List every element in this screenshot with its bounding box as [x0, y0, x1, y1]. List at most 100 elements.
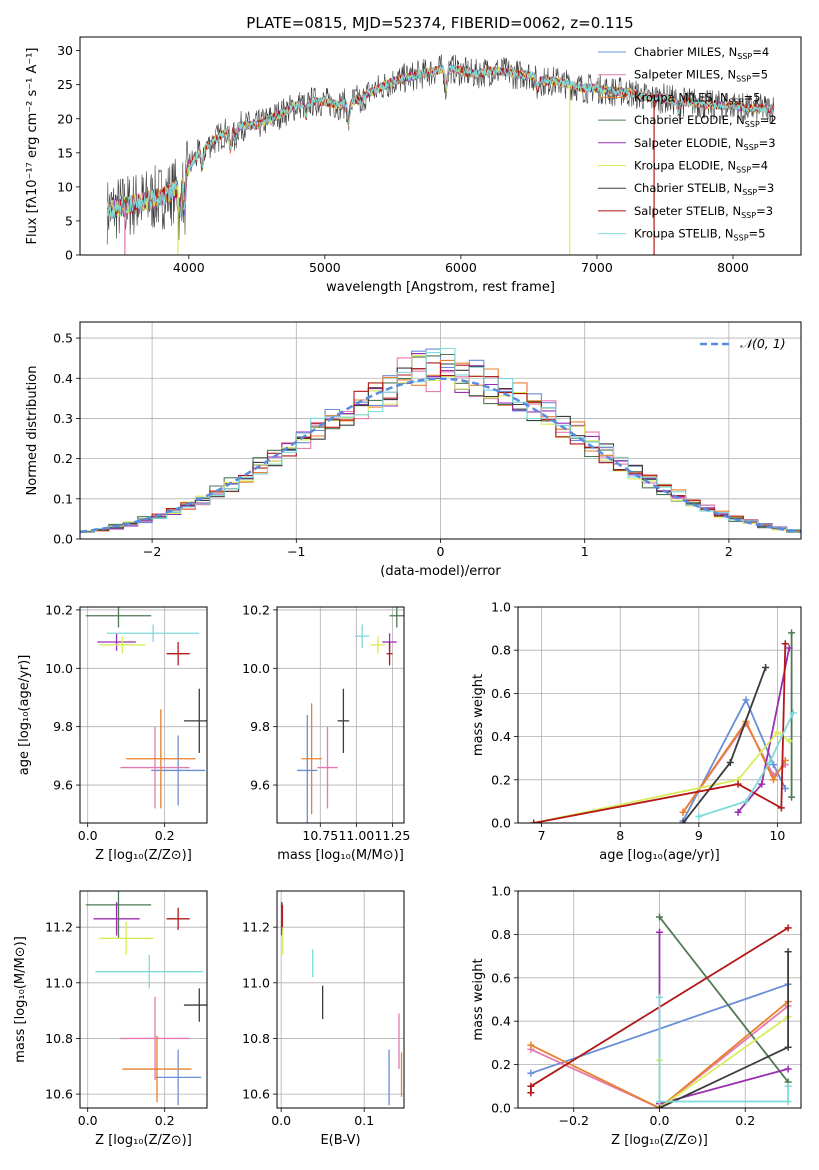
x-tick-label: 0.0 [78, 828, 98, 843]
x-tick-label: 2 [725, 544, 733, 559]
y-tick-label: 9.6 [250, 778, 270, 793]
y-tick-label: 0.2 [53, 451, 73, 466]
residuals-marks [80, 347, 801, 534]
legend-entry: Chabrier MILES, NSSP=4 [634, 45, 769, 61]
y-tick-label: 11.2 [45, 920, 73, 935]
weight-marker [758, 780, 766, 788]
y-tick-label: 11.0 [45, 975, 73, 990]
x-tick-label: 0.0 [271, 1113, 291, 1128]
weight-line [530, 1001, 789, 1108]
x-axis-label: age [log₁₀(age/yr)] [599, 848, 720, 863]
y-tick-label: 15 [57, 145, 73, 160]
legend-entry: Chabrier ELODIE, NSSP=2 [634, 113, 777, 129]
weight-line [658, 997, 789, 1103]
x-tick-label: 0.0 [78, 1113, 98, 1128]
y-tick-label: 0.6 [491, 970, 511, 985]
age-vs-Z-panel: 0.0 0.2 9.6 9.8 10.0 10.2 Z [log₁₀(Z/Z⊙)] age [… [17, 602, 208, 863]
x-tick-label: 5000 [309, 260, 341, 275]
x-tick-label: 8000 [717, 260, 749, 275]
y-tick-label: 10.2 [45, 602, 73, 617]
axes-frame [276, 890, 405, 1109]
y-tick-label: 0.8 [491, 927, 511, 942]
weight-marker [726, 759, 734, 767]
weight-marker [530, 819, 538, 823]
weight-marker [788, 793, 796, 801]
normal-curve [80, 377, 801, 534]
y-tick-label: 9.6 [53, 778, 73, 793]
weight-line [682, 667, 767, 823]
weight-marker [527, 1089, 535, 1097]
weight-line [682, 697, 787, 822]
weight-marker [679, 819, 687, 823]
x-tick-label: 11.00 [338, 828, 374, 843]
legend-entry: Salpeter STELIB, NSSP=3 [634, 204, 773, 220]
spectrum-legend: Chabrier MILES, NSSP=4 Salpeter MILES, NS… [598, 45, 777, 243]
y-tick-label: 20 [57, 111, 73, 126]
y-tick-label: 30 [57, 43, 73, 58]
x-tick-label: 0.2 [155, 828, 175, 843]
y-tick-label: 10.6 [45, 1087, 73, 1102]
y-tick-label: 10.8 [242, 1031, 270, 1046]
weight-marker [742, 696, 750, 704]
mass-vs-ebv-panel: 0.0 0.1 10.6 10.8 11.0 11.2 E(B-V) [242, 890, 405, 1148]
weight-marker [769, 776, 777, 784]
y-tick-label: 5 [65, 213, 73, 228]
legend-entry: Chabrier STELIB, NSSP=3 [634, 181, 774, 197]
weight-marker [656, 928, 663, 936]
y-axis-label: Flux [fλ10⁻¹⁷ erg cm⁻² s⁻¹ A⁻¹] [25, 48, 40, 245]
x-axis-label: E(B-V) [320, 1133, 360, 1148]
y-tick-label: 0.4 [491, 729, 511, 744]
mass-vs-Z-panel: 0.0 0.2 10.6 10.8 11.0 11.2 Z [log₁₀(Z/Z⊙)] mas… [13, 890, 208, 1148]
x-tick-label: 0.0 [650, 1113, 670, 1128]
weight-line [658, 1016, 789, 1108]
axes-frame [517, 890, 802, 1109]
legend-entry: Salpeter ELODIE, NSSP=3 [634, 136, 776, 152]
axes-frame [79, 321, 802, 540]
weight-marker [781, 640, 789, 648]
weight-marker [785, 644, 793, 652]
y-tick-label: 9.8 [53, 719, 73, 734]
y-tick-label: 10.6 [242, 1087, 270, 1102]
weight-marker [742, 797, 750, 805]
x-tick-label: 11.25 [375, 828, 411, 843]
x-tick-label: 7000 [581, 260, 613, 275]
spectrum-panel: 4000 5000 6000 7000 8000 0 5 10 15 20 25 30 waveleng… [25, 36, 802, 295]
x-axis-label: Z [log₁₀(Z/Z⊙)] [95, 848, 192, 863]
weight-line [533, 731, 790, 823]
x-tick-label: 4000 [173, 260, 205, 275]
weight-marker [527, 1069, 535, 1077]
axes-frame [276, 606, 405, 824]
weight-marker [788, 629, 796, 637]
y-tick-label: 0.0 [53, 532, 73, 547]
x-axis-label: (data-model)/error [380, 564, 501, 579]
y-axis-label: Normed distribution [25, 366, 40, 496]
y-tick-label: 11.2 [242, 920, 270, 935]
y-tick-label: 0.4 [491, 1014, 511, 1029]
weight-line [658, 916, 789, 1083]
x-tick-label: 6000 [445, 260, 477, 275]
x-tick-label: 10.75 [302, 828, 338, 843]
weight-line [533, 643, 787, 823]
y-tick-label: 0.0 [491, 816, 511, 831]
y-tick-label: 0.8 [491, 643, 511, 658]
x-tick-label: 10 [769, 828, 785, 843]
y-tick-label: 0.5 [53, 331, 73, 346]
axes-frame [79, 606, 208, 824]
residuals-panel: −2 −1 0 1 2 0.0 0.1 0.2 0.3 0.4 0.5 (data-model)/er… [25, 321, 802, 579]
x-tick-label: 0.1 [354, 1113, 374, 1128]
y-tick-label: 0.2 [491, 772, 511, 787]
y-axis-label: mass weight [471, 958, 486, 1040]
axes-frame [79, 890, 208, 1109]
weight-marker [784, 1097, 792, 1105]
x-axis-label: Z [log₁₀(Z/Z⊙)] [95, 1133, 192, 1148]
y-tick-label: 10.2 [242, 602, 270, 617]
y-tick-label: 0.1 [53, 491, 73, 506]
weight-marker [656, 913, 663, 921]
axes-frame [79, 36, 802, 256]
legend-entry: Kroupa MILES, NSSP=5 [634, 90, 760, 106]
x-tick-label: 0 [437, 544, 445, 559]
x-tick-label: −0.2 [559, 1113, 589, 1128]
weight-marker [527, 1082, 535, 1090]
x-tick-label: 8 [616, 828, 624, 843]
